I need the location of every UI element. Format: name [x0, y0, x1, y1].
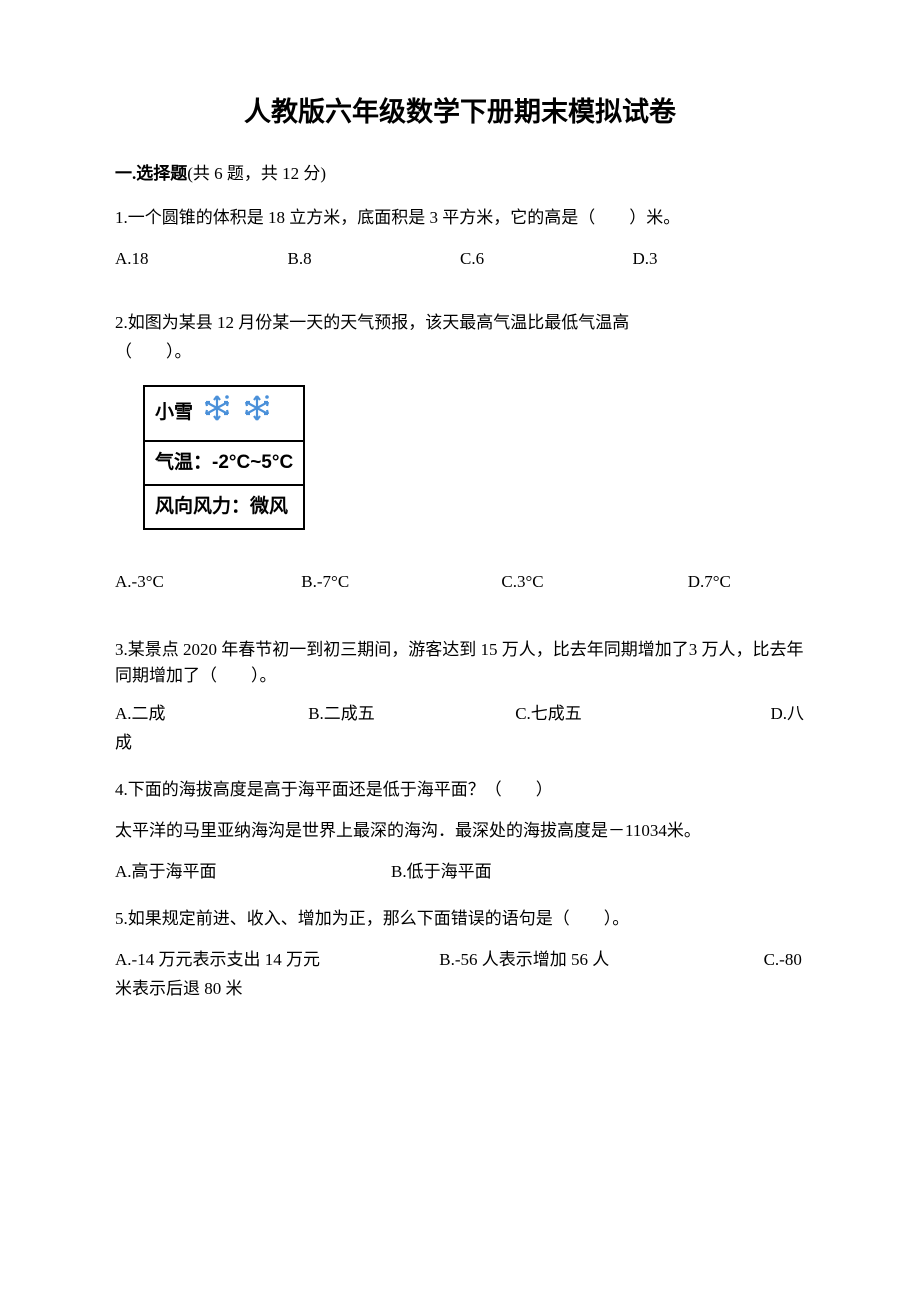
- question-3-text: 3.某景点 2020 年春节初一到初三期间，游客达到 15 万人，比去年同期增加…: [115, 637, 805, 688]
- q5-option-b: B.-56 人表示增加 56 人: [439, 946, 763, 975]
- q2-option-c: C.3°C: [501, 568, 687, 597]
- q2-option-b: B.-7°C: [301, 568, 501, 597]
- section-header-bold: 一.选择题: [115, 164, 187, 183]
- question-1-options: A.18 B.8 C.6 D.3: [115, 245, 805, 274]
- question-4-text2: 太平洋的马里亚纳海沟是世界上最深的海沟．最深处的海拔高度是－11034米。: [115, 817, 805, 846]
- q3-option-a: A.二成: [115, 700, 308, 729]
- question-4-text1: 4.下面的海拔高度是高于海平面还是低于海平面？（ ）: [115, 776, 805, 805]
- question-2: 2.如图为某县 12 月份某一天的天气预报，该天最高气温比最低气温高 （ ）。 …: [115, 309, 805, 598]
- snowflake-icon: [201, 392, 233, 435]
- question-5-text: 5.如果规定前进、收入、增加为正，那么下面错误的语句是（ ）。: [115, 905, 805, 934]
- question-5: 5.如果规定前进、收入、增加为正，那么下面错误的语句是（ ）。 A.-14 万元…: [115, 905, 805, 1004]
- q1-option-b: B.8: [288, 245, 461, 274]
- question-5-options: A.-14 万元表示支出 14 万元B.-56 人表示增加 56 人C.-80 …: [115, 946, 805, 1004]
- question-2-options: A.-3°C B.-7°C C.3°C D.7°C: [115, 568, 805, 597]
- q1-option-c: C.6: [460, 245, 633, 274]
- weather-temp-row: 气温：-2°C~5°C: [145, 442, 303, 486]
- section-header: 一.选择题(共 6 题，共 12 分): [115, 159, 805, 184]
- question-4: 4.下面的海拔高度是高于海平面还是低于海平面？（ ） 太平洋的马里亚纳海沟是世界…: [115, 776, 805, 887]
- q5-option-a: A.-14 万元表示支出 14 万元: [115, 946, 439, 975]
- section-header-rest: (共 6 题，共 12 分): [187, 164, 326, 183]
- question-1: 1.一个圆锥的体积是 18 立方米，底面积是 3 平方米，它的高是（ ）米。 A…: [115, 204, 805, 274]
- question-3: 3.某景点 2020 年春节初一到初三期间，游客达到 15 万人，比去年同期增加…: [115, 637, 805, 758]
- q2-option-d: D.7°C: [688, 568, 805, 597]
- weather-wind-row: 风向风力：微风: [145, 486, 303, 528]
- question-2-text-line1: 2.如图为某县 12 月份某一天的天气预报，该天最高气温比最低气温高: [115, 309, 805, 338]
- weather-condition-row: 小雪: [145, 387, 303, 442]
- q1-option-d: D.3: [633, 245, 806, 274]
- weather-condition-label: 小雪: [155, 397, 193, 429]
- snowflake-icon: [241, 392, 273, 435]
- question-2-text-line2: （ ）。: [115, 338, 805, 367]
- q3-option-c: C.七成五: [515, 700, 770, 729]
- question-3-options: A.二成B.二成五C.七成五D.八成: [115, 700, 805, 758]
- q1-option-a: A.18: [115, 245, 288, 274]
- question-4-options: A.高于海平面 B.低于海平面: [115, 858, 805, 887]
- q4-option-a: A.高于海平面: [115, 858, 391, 887]
- q3-option-b: B.二成五: [308, 700, 515, 729]
- q4-option-b: B.低于海平面: [391, 858, 667, 887]
- q2-option-a: A.-3°C: [115, 568, 301, 597]
- page-title: 人教版六年级数学下册期末模拟试卷: [115, 90, 805, 129]
- question-1-text: 1.一个圆锥的体积是 18 立方米，底面积是 3 平方米，它的高是（ ）米。: [115, 204, 805, 233]
- weather-forecast-box: 小雪: [143, 385, 305, 531]
